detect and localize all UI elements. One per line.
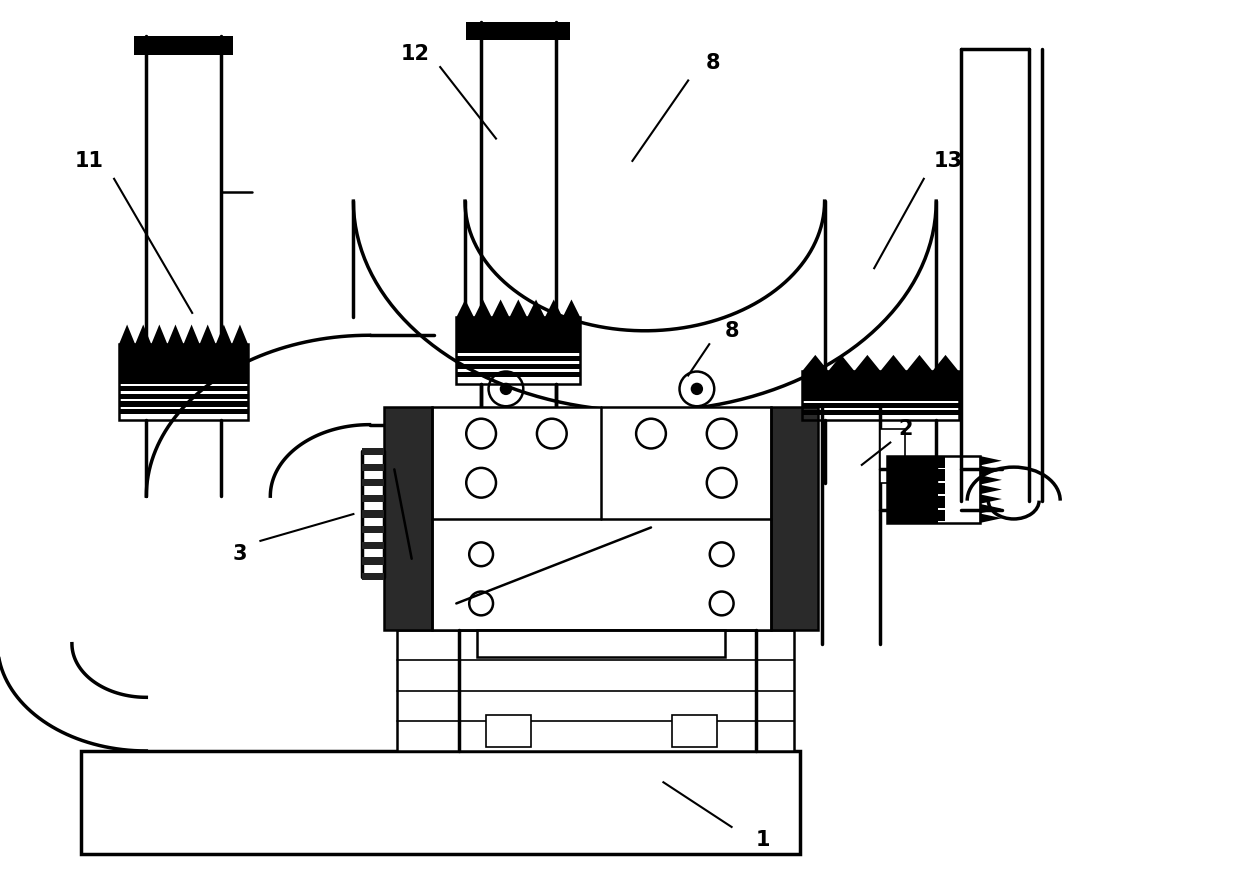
Bar xyxy=(802,371,959,420)
Polygon shape xyxy=(119,325,135,344)
Bar xyxy=(880,429,905,483)
Polygon shape xyxy=(167,325,184,344)
Bar xyxy=(362,479,384,486)
Polygon shape xyxy=(854,355,880,371)
Bar xyxy=(486,715,531,747)
Bar xyxy=(771,407,818,630)
Bar xyxy=(362,510,384,518)
Bar xyxy=(362,463,384,470)
Circle shape xyxy=(691,383,703,395)
Polygon shape xyxy=(184,325,200,344)
Text: 11: 11 xyxy=(74,151,104,171)
Bar xyxy=(887,456,980,523)
Bar xyxy=(937,496,945,508)
Polygon shape xyxy=(980,513,1002,523)
Polygon shape xyxy=(563,299,580,317)
Bar xyxy=(119,393,248,399)
Bar xyxy=(477,630,725,657)
Bar xyxy=(802,410,959,415)
Polygon shape xyxy=(544,299,563,317)
Circle shape xyxy=(500,383,512,395)
Polygon shape xyxy=(200,325,216,344)
Bar xyxy=(119,409,248,414)
Bar xyxy=(937,456,945,468)
Bar xyxy=(81,751,800,854)
Polygon shape xyxy=(932,355,959,371)
Polygon shape xyxy=(980,475,1002,485)
Bar xyxy=(937,469,945,481)
Bar xyxy=(134,36,233,55)
Bar xyxy=(456,356,580,361)
Polygon shape xyxy=(980,466,1002,475)
Bar xyxy=(119,401,248,407)
Bar xyxy=(397,630,794,751)
Bar xyxy=(771,407,818,630)
Bar xyxy=(384,407,432,630)
Text: 13: 13 xyxy=(934,151,963,171)
Bar xyxy=(456,372,580,377)
Polygon shape xyxy=(980,456,1002,466)
Text: 3: 3 xyxy=(232,544,247,564)
Polygon shape xyxy=(802,355,828,371)
Text: 8: 8 xyxy=(724,321,739,341)
Polygon shape xyxy=(232,325,248,344)
Polygon shape xyxy=(980,494,1002,504)
Polygon shape xyxy=(828,355,854,371)
Polygon shape xyxy=(135,325,151,344)
Bar xyxy=(384,407,432,630)
Bar xyxy=(802,395,959,401)
Bar xyxy=(887,456,937,523)
Bar xyxy=(362,558,384,565)
Bar xyxy=(456,348,580,353)
Text: 2: 2 xyxy=(898,419,913,439)
Bar xyxy=(937,510,945,521)
Polygon shape xyxy=(980,485,1002,494)
Polygon shape xyxy=(216,325,232,344)
Bar xyxy=(362,494,384,502)
Bar xyxy=(119,378,248,384)
Bar xyxy=(362,542,384,549)
Polygon shape xyxy=(527,299,544,317)
Polygon shape xyxy=(980,504,1002,513)
Polygon shape xyxy=(151,325,167,344)
Bar xyxy=(119,344,248,420)
Bar xyxy=(802,403,959,408)
Polygon shape xyxy=(906,355,932,371)
Bar xyxy=(432,407,771,630)
Bar xyxy=(802,371,959,395)
Bar xyxy=(119,386,248,392)
Bar xyxy=(119,344,248,378)
Text: 8: 8 xyxy=(706,53,720,72)
Text: 1: 1 xyxy=(755,831,770,850)
Polygon shape xyxy=(456,299,474,317)
Bar xyxy=(466,22,570,40)
Polygon shape xyxy=(880,355,906,371)
Polygon shape xyxy=(492,299,510,317)
Bar xyxy=(937,483,945,494)
Bar xyxy=(672,715,717,747)
Bar xyxy=(362,573,384,580)
Bar xyxy=(456,364,580,369)
Text: 12: 12 xyxy=(401,44,430,63)
Bar xyxy=(362,448,384,455)
Bar xyxy=(456,317,580,348)
Bar xyxy=(362,526,384,533)
Polygon shape xyxy=(510,299,527,317)
Bar xyxy=(456,317,580,384)
Polygon shape xyxy=(474,299,492,317)
